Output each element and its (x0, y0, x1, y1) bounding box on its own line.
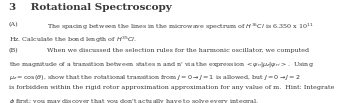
Text: The spacing between the lines in the microwave spectrum of $H^{35}Cl$ is 6.350 x: The spacing between the lines in the mic… (47, 22, 314, 32)
Text: (B): (B) (9, 48, 18, 53)
Text: $\phi$ first; you may discover that you don't actually have to solve every integ: $\phi$ first; you may discover that you … (9, 97, 258, 103)
Text: 3    Rotational Spectroscopy: 3 Rotational Spectroscopy (9, 3, 172, 12)
Text: When we discussed the selection rules for the harmonic oscillator, we computed: When we discussed the selection rules fo… (47, 48, 309, 53)
Text: the magnitude of a transition between states n and n' via the expression $< \psi: the magnitude of a transition between st… (9, 60, 314, 69)
Text: (A): (A) (9, 22, 18, 27)
Text: is forbidden within the rigid rotor approximation approximation for any value of: is forbidden within the rigid rotor appr… (9, 85, 334, 90)
Text: $\mu_z = \cos(\theta)$, show that the rotational transition from $J = 0 \rightar: $\mu_z = \cos(\theta)$, show that the ro… (9, 73, 301, 82)
Text: Hz. Calculate the bond length of $H^{35}Cl$.: Hz. Calculate the bond length of $H^{35}… (9, 35, 136, 45)
